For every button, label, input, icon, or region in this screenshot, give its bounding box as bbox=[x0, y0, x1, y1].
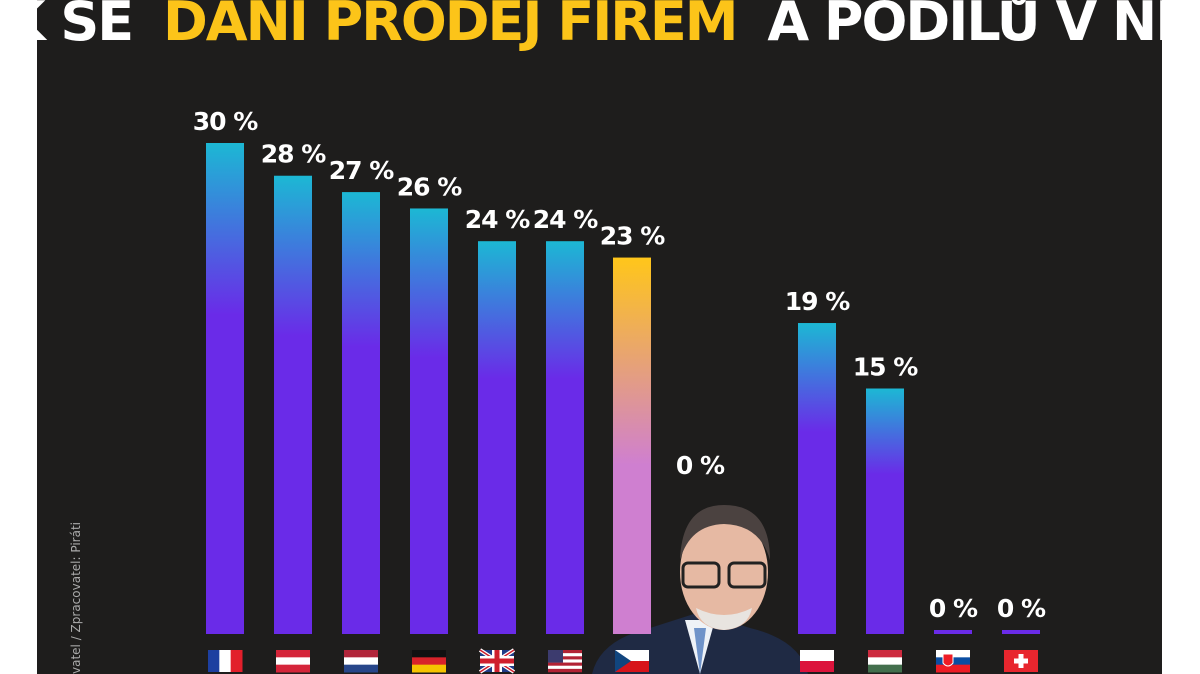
flag bbox=[412, 650, 446, 673]
flag-part bbox=[548, 662, 582, 667]
value-label: 19 % bbox=[785, 287, 850, 316]
flag-part bbox=[208, 650, 220, 672]
title-part: DANÍ PRODEJ FIREM bbox=[163, 0, 737, 53]
title-part: JAK SE bbox=[0, 0, 132, 53]
flag-part bbox=[344, 650, 378, 658]
flag bbox=[344, 650, 378, 673]
bar bbox=[206, 143, 244, 634]
value-label: 26 % bbox=[397, 172, 462, 201]
flag-part bbox=[942, 653, 954, 667]
bar bbox=[410, 208, 448, 634]
bar bbox=[546, 241, 584, 634]
flag-part bbox=[412, 657, 446, 666]
flag-part bbox=[548, 659, 582, 663]
flag bbox=[800, 650, 834, 672]
flag-part bbox=[548, 653, 582, 657]
value-label: 28 % bbox=[261, 140, 326, 169]
flag-part bbox=[548, 650, 563, 663]
flag bbox=[276, 650, 310, 673]
value-label: 0 % bbox=[997, 594, 1046, 623]
flag bbox=[208, 650, 243, 672]
flag-part bbox=[868, 664, 902, 673]
flag bbox=[868, 650, 902, 673]
flag-part bbox=[868, 650, 902, 658]
flag bbox=[936, 650, 970, 673]
flag-part bbox=[548, 656, 582, 660]
flag bbox=[478, 648, 516, 674]
panel bbox=[37, 0, 1162, 674]
source: vatel / Zpracovatel: Piráti bbox=[69, 522, 83, 674]
bar bbox=[342, 192, 380, 634]
chart-title: JAK SE DANÍ PRODEJ FIREM A PODÍLŮ V NICH bbox=[0, 0, 1200, 53]
flag-part bbox=[548, 650, 582, 654]
flag-part bbox=[868, 657, 902, 666]
value-label: 30 % bbox=[193, 107, 258, 136]
flag bbox=[615, 650, 649, 672]
value-label: 27 % bbox=[329, 156, 394, 185]
flag-part bbox=[344, 664, 378, 673]
bar bbox=[866, 388, 904, 634]
flag bbox=[548, 650, 582, 673]
flag-part bbox=[230, 650, 243, 672]
flag-part bbox=[800, 650, 834, 661]
flag-part bbox=[276, 650, 310, 658]
bar bbox=[274, 175, 312, 634]
flag-part bbox=[615, 650, 649, 661]
bar bbox=[934, 630, 972, 634]
flag-part bbox=[1018, 654, 1024, 668]
flag-part bbox=[548, 665, 582, 670]
bar bbox=[613, 257, 651, 634]
value-label: 0 % bbox=[929, 594, 978, 623]
flag-part bbox=[276, 657, 310, 666]
flag-part bbox=[615, 661, 649, 672]
flag-part bbox=[494, 650, 500, 672]
value-label: 15 % bbox=[853, 353, 918, 382]
flag-part bbox=[412, 650, 446, 658]
flag-part bbox=[412, 664, 446, 673]
value-label: 0 % bbox=[676, 451, 725, 480]
value-label: 24 % bbox=[465, 205, 530, 234]
flag bbox=[1004, 650, 1038, 672]
flag-part bbox=[344, 657, 378, 666]
flag-part bbox=[219, 650, 232, 672]
bar bbox=[1002, 630, 1040, 634]
bar bbox=[478, 241, 516, 634]
flag-part bbox=[936, 664, 970, 673]
bar bbox=[798, 323, 836, 634]
flag-part bbox=[548, 668, 582, 673]
title-part: A PODÍLŮ V NICH bbox=[767, 0, 1200, 53]
flag-part bbox=[276, 664, 310, 673]
flag-part bbox=[800, 661, 834, 672]
value-label: 23 % bbox=[600, 222, 665, 251]
value-label: 24 % bbox=[533, 205, 598, 234]
flag-part bbox=[615, 650, 631, 672]
